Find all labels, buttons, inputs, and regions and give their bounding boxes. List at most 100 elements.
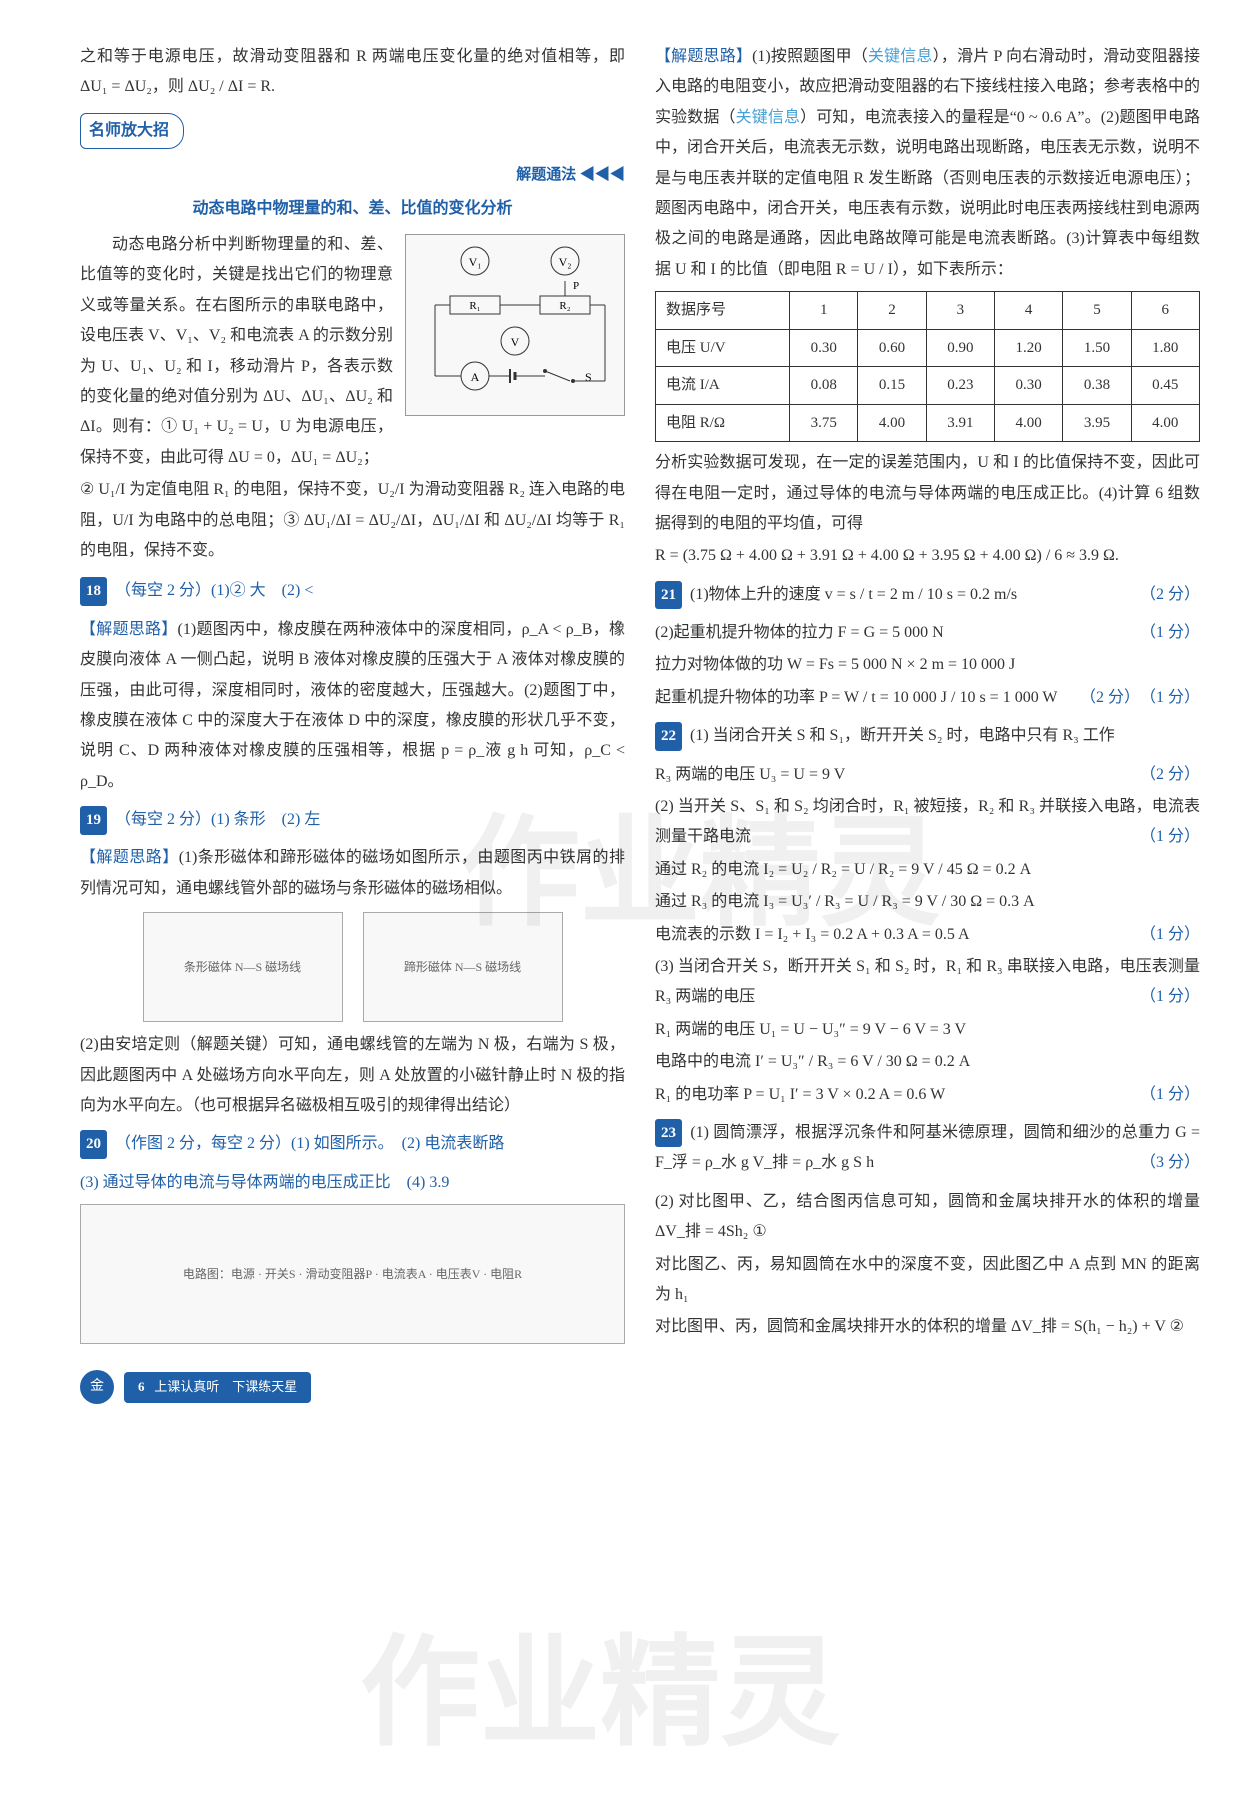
q18-line: 18 （每空 2 分）(1)② 大 (2) < bbox=[80, 576, 625, 606]
q23-block: 23 (1) 圆筒漂浮，根据浮沉条件和阿基米德原理，圆筒和细沙的总重力 G = … bbox=[655, 1118, 1200, 1179]
left-column: 之和等于电源电压，故滑动变阻器和 R 两端电压变化量的绝对值相等，即 ΔU₁ =… bbox=[80, 40, 625, 1350]
q20-number: 20 bbox=[80, 1130, 107, 1159]
q23-number: 23 bbox=[655, 1119, 682, 1148]
svg-text:V₁: V₁ bbox=[469, 255, 482, 269]
q19-number: 19 bbox=[80, 806, 107, 835]
method-body-2: ② U₁/I 为定值电阻 R₁ 的电阻，保持不变，U₂/I 为滑动变阻器 R₂ … bbox=[80, 475, 625, 566]
q20-circuit-diagram: 电路图：电源 · 开关S · 滑动变阻器P · 电流表A · 电压表V · 电阻… bbox=[80, 1204, 625, 1344]
page-footer: 金 6 上课认真听 下课练天星 bbox=[80, 1370, 1200, 1404]
r-p1a: (1)按照题图甲（ bbox=[752, 48, 868, 65]
r2c1: 3.75 bbox=[790, 404, 858, 442]
q22-l6-line: 电流表的示数 I = I₂ + I₃ = 0.2 A + 0.3 A = 0.5… bbox=[655, 920, 1200, 950]
q21-l2-line: (2)起重机提升物体的拉力 F = G = 5 000 N （1 分） bbox=[655, 618, 1200, 648]
r0c5: 1.50 bbox=[1063, 329, 1131, 367]
r1c5: 0.38 bbox=[1063, 367, 1131, 405]
r-key1: 关键信息 bbox=[868, 48, 933, 65]
q21-l3-line: 拉力对物体做的功 W = Fs = 5 000 N × 2 m = 10 000… bbox=[655, 650, 1200, 680]
q21-number: 21 bbox=[655, 581, 682, 610]
q23-l2-line: (2) 对比图甲、乙，结合图丙信息可知，圆筒和金属块排开水的体积的增量 ΔV_排… bbox=[655, 1187, 1200, 1248]
two-column-layout: 之和等于电源电压，故滑动变阻器和 R 两端电压变化量的绝对值相等，即 ΔU₁ =… bbox=[80, 40, 1200, 1350]
q18-body: 【解题思路】(1)题图丙中，橡皮膜在两种液体中的深度相同，ρ_A < ρ_B，橡… bbox=[80, 615, 625, 797]
footer-text: 上课认真听 下课练天星 bbox=[154, 1379, 297, 1394]
footer-page-number: 6 bbox=[138, 1379, 145, 1394]
th-6: 6 bbox=[1131, 292, 1199, 330]
q22-l8-line: R₁ 两端的电压 U₁ = U − U₃″ = 9 V − 6 V = 3 V bbox=[655, 1015, 1200, 1045]
q20-line: 20 （作图 2 分，每空 2 分）(1) 如图所示。 (2) 电流表断路 bbox=[80, 1129, 625, 1159]
r1c1: 0.08 bbox=[790, 367, 858, 405]
q22-l4-line: 通过 R₂ 的电流 I₂ = U₂ / R₂ = U / R₂ = 9 V / … bbox=[655, 855, 1200, 885]
right-p2: 分析实验数据可发现，在一定的误差范围内，U 和 I 的比值保持不变，因此可得在电… bbox=[655, 448, 1200, 539]
circuit-diagram-box: V₁ V₂ R₁ R₂ P V A S bbox=[405, 234, 625, 416]
r0c2: 0.60 bbox=[858, 329, 926, 367]
q21-l4-score: （2 分） bbox=[1080, 683, 1140, 713]
table-row: 电流 I/A 0.08 0.15 0.23 0.30 0.38 0.45 bbox=[656, 367, 1200, 405]
right-route-label: 【解题思路】 bbox=[655, 48, 752, 65]
r0c0: 电压 U/V bbox=[656, 329, 790, 367]
horseshoe-magnet-diagram: 蹄形磁体 N—S 磁场线 bbox=[363, 912, 563, 1022]
r2c5: 3.95 bbox=[1063, 404, 1131, 442]
table-row: 电压 U/V 0.30 0.60 0.90 1.20 1.50 1.80 bbox=[656, 329, 1200, 367]
q22-l7-score: （1 分） bbox=[1140, 982, 1200, 1012]
q22-l3-line: (2) 当开关 S、S₁ 和 S₂ 均闭合时，R₁ 被短接，R₂ 和 R₃ 并联… bbox=[655, 792, 1200, 853]
bar-magnet-diagram: 条形磁体 N—S 磁场线 bbox=[143, 912, 343, 1022]
q22-l6: 电流表的示数 I = I₂ + I₃ = 0.2 A + 0.3 A = 0.5… bbox=[655, 926, 970, 943]
data-table: 数据序号 1 2 3 4 5 6 电压 U/V 0.30 0.60 0.90 1… bbox=[655, 291, 1200, 442]
q22-l10: R₁ 的电功率 P = U₁ I′ = 3 V × 0.2 A = 0.6 W bbox=[655, 1086, 945, 1103]
q22-l2: R₃ 两端的电压 U₃ = U = 9 V bbox=[655, 766, 845, 783]
q21-l3: 拉力对物体做的功 W = Fs = 5 000 N × 2 m = 10 000… bbox=[655, 656, 1015, 673]
subhead-methods: 解题通法 ◀◀◀ bbox=[80, 161, 625, 190]
magnet-diagrams: 条形磁体 N—S 磁场线 蹄形磁体 N—S 磁场线 bbox=[80, 912, 625, 1022]
circuit-svg: V₁ V₂ R₁ R₂ P V A S bbox=[415, 241, 615, 401]
r-p1c: ）可知，电流表接入的量程是“0 ~ 0.6 A”。(2)题图甲电路中，闭合开关后… bbox=[655, 109, 1200, 278]
right-column: 【解题思路】(1)按照题图甲（关键信息），滑片 P 向右滑动时，滑动变阻器接入电… bbox=[655, 40, 1200, 1350]
q19-body2: (2)由安培定则（解题关键）可知，通电螺线管的左端为 N 极，右端为 S 极，因… bbox=[80, 1030, 625, 1121]
th-2: 2 bbox=[858, 292, 926, 330]
q22-l7-line: (3) 当闭合开关 S，断开开关 S₁ 和 S₂ 时，R₁ 和 R₃ 串联接入电… bbox=[655, 952, 1200, 1013]
q22-l3: (2) 当开关 S、S₁ 和 S₂ 均闭合时，R₁ 被短接，R₂ 和 R₃ 并联… bbox=[655, 798, 1200, 845]
svg-text:S: S bbox=[585, 370, 592, 384]
q22-number: 22 bbox=[655, 722, 682, 751]
table-row: 电阻 R/Ω 3.75 4.00 3.91 4.00 3.95 4.00 bbox=[656, 404, 1200, 442]
q20-line2: (3) 通过导体的电流与导体两端的电压成正比 (4) 3.9 bbox=[80, 1168, 625, 1198]
q21-l2-score: （1 分） bbox=[1140, 618, 1200, 648]
th-0: 数据序号 bbox=[656, 292, 790, 330]
q18-body-text: (1)题图丙中，橡皮膜在两种液体中的深度相同，ρ_A < ρ_B，橡皮膜向液体 … bbox=[80, 621, 625, 790]
section-header-text: 名师放大招 bbox=[80, 113, 184, 149]
q18-number: 18 bbox=[80, 577, 107, 606]
q19-line: 19 （每空 2 分）(1) 条形 (2) 左 bbox=[80, 805, 625, 835]
right-p1: 【解题思路】(1)按照题图甲（关键信息），滑片 P 向右滑动时，滑动变阻器接入电… bbox=[655, 42, 1200, 285]
q19-body1: 【解题思路】(1)条形磁体和蹄形磁体的磁场如图所示，由题图丙中铁屑的排列情况可知… bbox=[80, 843, 625, 904]
r-key2: 关键信息 bbox=[736, 109, 801, 126]
q21-l4: 起重机提升物体的功率 P = W / t = 10 000 J / 10 s =… bbox=[655, 689, 1058, 706]
q21-l3-score: （1 分） bbox=[1140, 683, 1200, 713]
q22-l6-score: （1 分） bbox=[1140, 920, 1200, 950]
r2c3: 3.91 bbox=[926, 404, 994, 442]
q22-l1: (1) 当闭合开关 S 和 S₁，断开开关 S₂ 时，电路中只有 R₃ 工作 bbox=[690, 727, 1115, 744]
q18-head: （每空 2 分）(1)② 大 (2) < bbox=[115, 582, 313, 599]
r2c0: 电阻 R/Ω bbox=[656, 404, 790, 442]
svg-text:A: A bbox=[471, 370, 480, 384]
q22-block: 22 (1) 当闭合开关 S 和 S₁，断开开关 S₂ 时，电路中只有 R₃ 工… bbox=[655, 721, 1200, 751]
q21-l1: (1)物体上升的速度 v = s / t = 2 m / 10 s = 0.2 … bbox=[690, 586, 1017, 603]
r2c2: 4.00 bbox=[858, 404, 926, 442]
q21-block: 21 (1)物体上升的速度 v = s / t = 2 m / 10 s = 0… bbox=[655, 580, 1200, 610]
r0c3: 0.90 bbox=[926, 329, 994, 367]
footer-badge-icon: 金 bbox=[80, 1370, 114, 1404]
r0c4: 1.20 bbox=[994, 329, 1062, 367]
r1c3: 0.23 bbox=[926, 367, 994, 405]
r2c4: 4.00 bbox=[994, 404, 1062, 442]
q22-l5-line: 通过 R₃ 的电流 I₃ = U₃′ / R₃ = U / R₃ = 9 V /… bbox=[655, 887, 1200, 917]
r0c6: 1.80 bbox=[1131, 329, 1199, 367]
section-header-box: 名师放大招 bbox=[80, 105, 625, 157]
q22-l10-score: （1 分） bbox=[1140, 1080, 1200, 1110]
q20-head: （作图 2 分，每空 2 分）(1) 如图所示。 (2) 电流表断路 bbox=[115, 1135, 504, 1152]
q23-l3-line: 对比图乙、丙，易知圆筒在水中的深度不变，因此图乙中 A 点到 MN 的距离为 h… bbox=[655, 1250, 1200, 1311]
subtitle-analysis: 动态电路中物理量的和、差、比值的变化分析 bbox=[80, 194, 625, 224]
r1c4: 0.30 bbox=[994, 367, 1062, 405]
q21-l1-score: （2 分） bbox=[1140, 580, 1200, 610]
q22-l10-line: R₁ 的电功率 P = U₁ I′ = 3 V × 0.2 A = 0.6 W （… bbox=[655, 1080, 1200, 1110]
q23-l4-line: 对比图甲、丙，圆筒和金属块排开水的体积的增量 ΔV_排 = S(h₁ − h₂)… bbox=[655, 1312, 1200, 1342]
q19-route-label: 【解题思路】 bbox=[80, 849, 179, 866]
q21-l2: (2)起重机提升物体的拉力 F = G = 5 000 N bbox=[655, 624, 944, 641]
q22-l2-line: R₃ 两端的电压 U₃ = U = 9 V（2 分） bbox=[655, 760, 1200, 790]
